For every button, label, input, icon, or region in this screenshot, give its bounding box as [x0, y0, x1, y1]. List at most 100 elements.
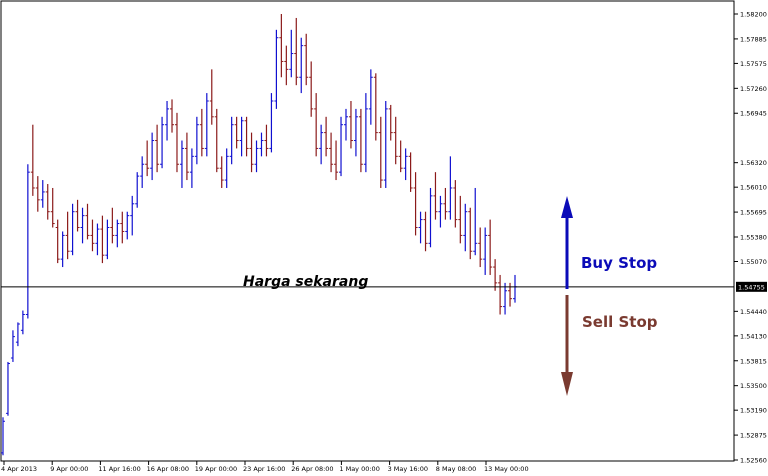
ohlc-bar [428, 187, 433, 248]
y-tick-label: 1.57260 [740, 85, 767, 93]
ohlc-bar [174, 112, 179, 173]
ohlc-bar [10, 330, 15, 362]
ohlc-bar [55, 219, 60, 264]
x-tick-label: 16 Apr 08:00 [147, 465, 189, 473]
ohlc-bar [184, 132, 189, 181]
ohlc-bar [219, 156, 224, 188]
ohlc-bar [244, 116, 249, 157]
ohlc-bar [408, 152, 413, 192]
ohlc-bar [473, 187, 478, 256]
ohlc-bar [353, 108, 358, 157]
ohlc-bar [279, 14, 284, 78]
ohlc-bar [363, 93, 368, 173]
y-tick-label: 1.53815 [740, 357, 767, 365]
buy-stop-arrow-icon [561, 196, 573, 289]
ohlc-bar [224, 148, 229, 188]
buy-stop-label: Buy Stop [581, 254, 657, 272]
y-tick-label: 1.54130 [740, 332, 767, 340]
ohlc-bar [5, 361, 10, 416]
x-tick-label: 8 May 08:00 [436, 465, 476, 473]
ohlc-bar [35, 176, 40, 212]
ohlc-bar [488, 219, 493, 275]
ohlc-bar [90, 219, 95, 252]
x-tick-label: 4 Apr 2013 [1, 465, 37, 473]
y-tick-label: 1.57575 [740, 60, 767, 68]
ohlc-bar [358, 108, 363, 173]
ohlc-bar [125, 211, 130, 240]
ohlc-bar [443, 187, 448, 220]
ohlc-bar [448, 156, 453, 220]
ohlc-bar [334, 140, 339, 181]
x-tick-label: 26 Apr 08:00 [291, 465, 333, 473]
ohlc-bar [145, 140, 150, 177]
ohlc-bar [383, 100, 388, 188]
ohlc-bar [339, 116, 344, 177]
ohlc-bar [478, 227, 483, 268]
y-tick-label: 1.56945 [740, 110, 767, 118]
ohlc-bar [65, 211, 70, 260]
ohlc-bar [70, 203, 75, 256]
x-tick-label: 11 Apr 16:00 [98, 465, 140, 473]
ohlc-bar [254, 140, 259, 173]
ohlc-bar [324, 116, 329, 157]
ohlc-bar [130, 195, 135, 236]
ohlc-bar [314, 93, 319, 157]
x-axis-ticks: 4 Apr 2013 9 Apr 00:00 11 Apr 16:00 16 Apr … [1, 461, 529, 473]
ohlc-bar [229, 116, 234, 165]
ohlc-bar [269, 93, 274, 153]
ohlc-bar [105, 219, 110, 260]
ohlc-bar [299, 37, 304, 94]
y-tick-label: 1.56010 [740, 184, 767, 192]
ohlc-bar [483, 227, 488, 275]
ohlc-bar [30, 124, 35, 196]
ohlc-bar [264, 124, 269, 157]
ohlc-bar [249, 132, 254, 173]
ohlc-bar [458, 195, 463, 244]
ohlc-bar [160, 116, 165, 169]
ohlc-bar [259, 132, 264, 157]
ohlc-bar [110, 207, 115, 244]
ohlc-bar [50, 187, 55, 228]
ohlc-bar [100, 215, 105, 264]
ohlc-bar [309, 61, 314, 117]
sell-stop-label: Sell Stop [582, 313, 658, 331]
ohlc-bar [140, 156, 145, 188]
ohlc-bar [289, 29, 294, 78]
ohlc-bar [204, 93, 209, 157]
y-tick-label: 1.52875 [740, 432, 767, 440]
x-tick-label: 19 Apr 00:00 [195, 465, 237, 473]
x-tick-label: 23 Apr 16:00 [243, 465, 285, 473]
x-tick-label: 3 May 16:00 [388, 465, 428, 473]
ohlc-bar [498, 274, 503, 315]
ohlc-bar [155, 124, 160, 173]
ohlc-bar [413, 172, 418, 236]
ohlc-bar [319, 124, 324, 165]
ohlc-bar [239, 116, 244, 157]
ohlc-bar [85, 203, 90, 240]
y-tick-label: 1.55695 [740, 209, 767, 217]
ohlc-bar [388, 104, 393, 141]
ohlc-bar [150, 132, 155, 181]
x-tick-label: 9 Apr 00:00 [50, 465, 88, 473]
ohlc-bar [234, 116, 239, 149]
ohlc-bar [194, 116, 199, 165]
ohlc-bar [40, 180, 45, 208]
ohlc-bar [398, 140, 403, 173]
ohlc-bar [170, 99, 175, 133]
ohlc-bar [95, 223, 100, 256]
y-tick-label: 1.56320 [740, 159, 767, 167]
ohlc-bar [214, 108, 219, 173]
ohlc-bar [120, 211, 125, 244]
ohlc-bar [343, 108, 348, 141]
ohlc-bar [274, 29, 279, 109]
harga-sekarang-label: Harga sekarang [243, 274, 368, 290]
ohlc-bar [493, 259, 498, 291]
ohlc-bar [199, 108, 204, 157]
ohlc-bar [209, 69, 214, 125]
ohlc-bar [329, 132, 334, 173]
y-tick-label: 1.54440 [740, 308, 767, 316]
ohlc-bar [294, 17, 299, 86]
ohlc-bar [373, 73, 378, 141]
ohlc-bar [468, 207, 473, 260]
